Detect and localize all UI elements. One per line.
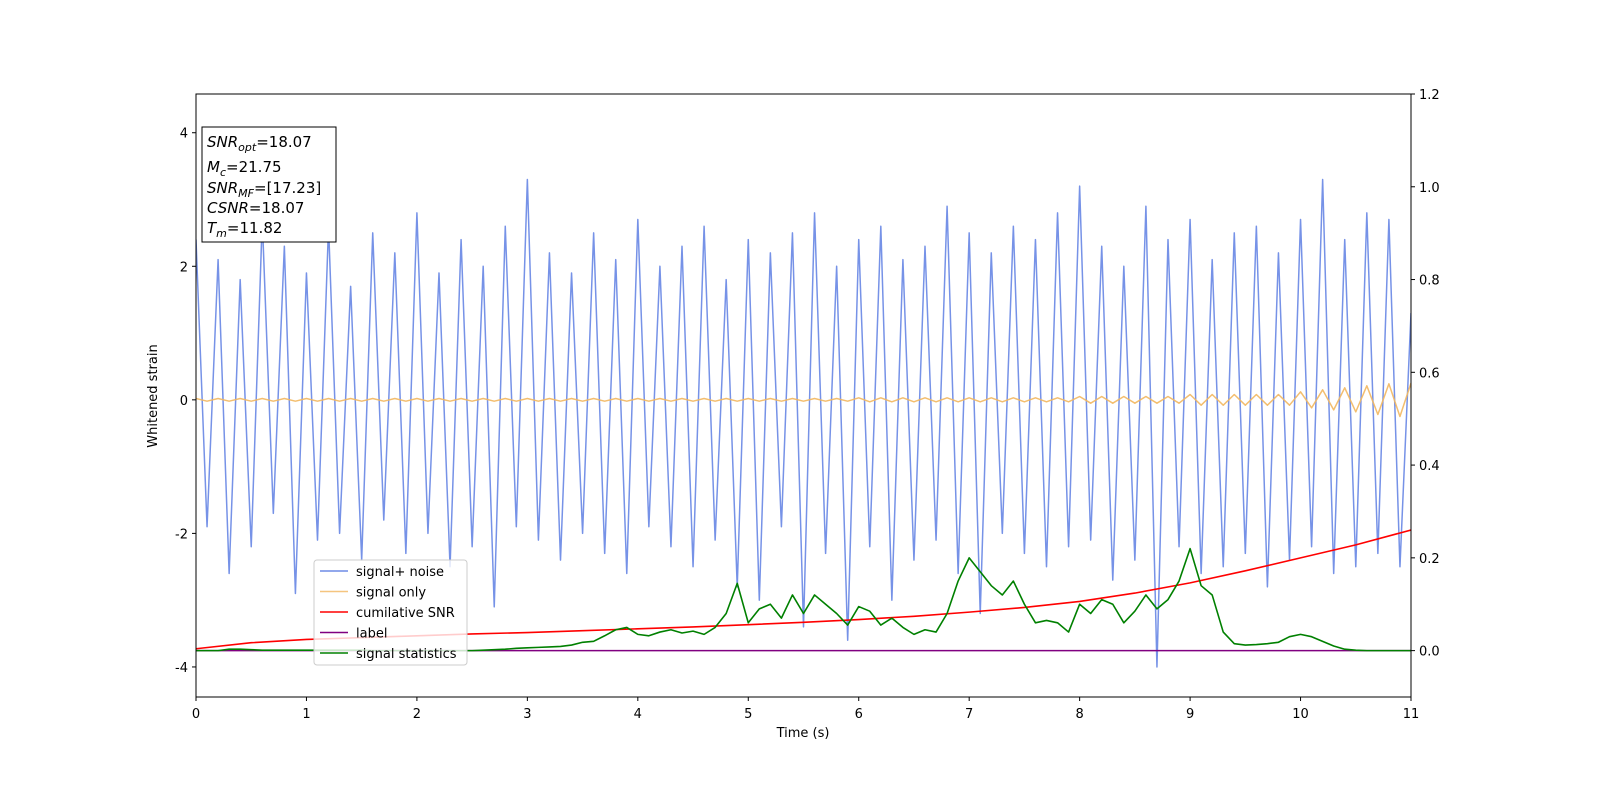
annotation-text: CSNR=18.07 [207, 199, 304, 217]
series-line [196, 382, 1411, 418]
legend-label: signal statistics [356, 647, 457, 662]
annotation-symbol: SNR [207, 179, 238, 197]
legend-frame [313, 559, 468, 666]
y-tick-label: 0 [180, 394, 188, 409]
annotation-value: =11.82 [227, 219, 283, 237]
annotation-text: SNRopt=18.07 [207, 133, 312, 154]
legend: signal+ noise signal only cumilative SNR la… [313, 559, 468, 666]
y-tick-label: 4 [180, 127, 188, 142]
annotation-text: SNRMF=[17.23] [207, 179, 321, 200]
x-tick-label: 2 [413, 707, 421, 722]
annotation-subscript: c [220, 166, 226, 179]
annotation-subscript: opt [238, 141, 257, 154]
y2-tick-label: 0.8 [1419, 274, 1440, 289]
x-tick-label: 11 [1403, 707, 1420, 722]
legend-label: cumilative SNR [356, 606, 455, 621]
annotation-subscript: MF [238, 187, 254, 200]
annotation-value: =21.75 [226, 158, 282, 176]
annotation-symbol: CSNR [207, 199, 249, 217]
annotation-value: =18.07 [256, 133, 312, 151]
annotation-value: =[17.23] [254, 179, 321, 197]
y2-tick-label: 1.0 [1419, 181, 1440, 196]
y-tick-label: 2 [180, 260, 188, 275]
annotation-value: =18.07 [249, 199, 305, 217]
annotation-box: SNRopt=18.07Mc=21.75SNRMF=[17.23]CSNR=18… [201, 126, 337, 243]
y2-tick-label: 0.2 [1419, 552, 1440, 567]
y-tick-label: -4 [175, 661, 188, 676]
annotation-text: Tm=11.82 [207, 219, 282, 240]
x-tick-label: 3 [523, 707, 531, 722]
x-tick-label: 7 [965, 707, 973, 722]
x-tick-label: 1 [302, 707, 310, 722]
y2-tick-label: 0.4 [1419, 459, 1440, 474]
annotation-text: Mc=21.75 [207, 158, 282, 179]
annotation-subscript: m [216, 227, 227, 240]
x-tick-label: 8 [1075, 707, 1083, 722]
x-tick-label: 4 [634, 707, 642, 722]
x-axis-label: Time (s) [776, 726, 830, 741]
x-tick-label: 5 [744, 707, 752, 722]
legend-label: label [356, 627, 387, 642]
y2-tick-label: 0.0 [1419, 645, 1440, 660]
x-tick-label: 9 [1186, 707, 1194, 722]
annotation-symbol: M [207, 158, 220, 176]
y2-tick-label: 0.6 [1419, 366, 1440, 381]
x-tick-label: 10 [1292, 707, 1309, 722]
legend-label: signal+ noise [356, 565, 444, 580]
annotation-symbol: SNR [207, 133, 238, 151]
legend-label: signal only [356, 586, 426, 601]
plot-frame [195, 93, 1412, 698]
y2-tick-label: 1.2 [1419, 88, 1440, 103]
y-tick-label: -2 [175, 527, 188, 542]
annotation-frame [201, 126, 337, 243]
series-line [196, 178, 1411, 668]
x-tick-label: 6 [855, 707, 863, 722]
y-axis-label: Whitened strain [146, 344, 161, 447]
x-tick-label: 0 [192, 707, 200, 722]
annotation-symbol: T [207, 219, 218, 237]
